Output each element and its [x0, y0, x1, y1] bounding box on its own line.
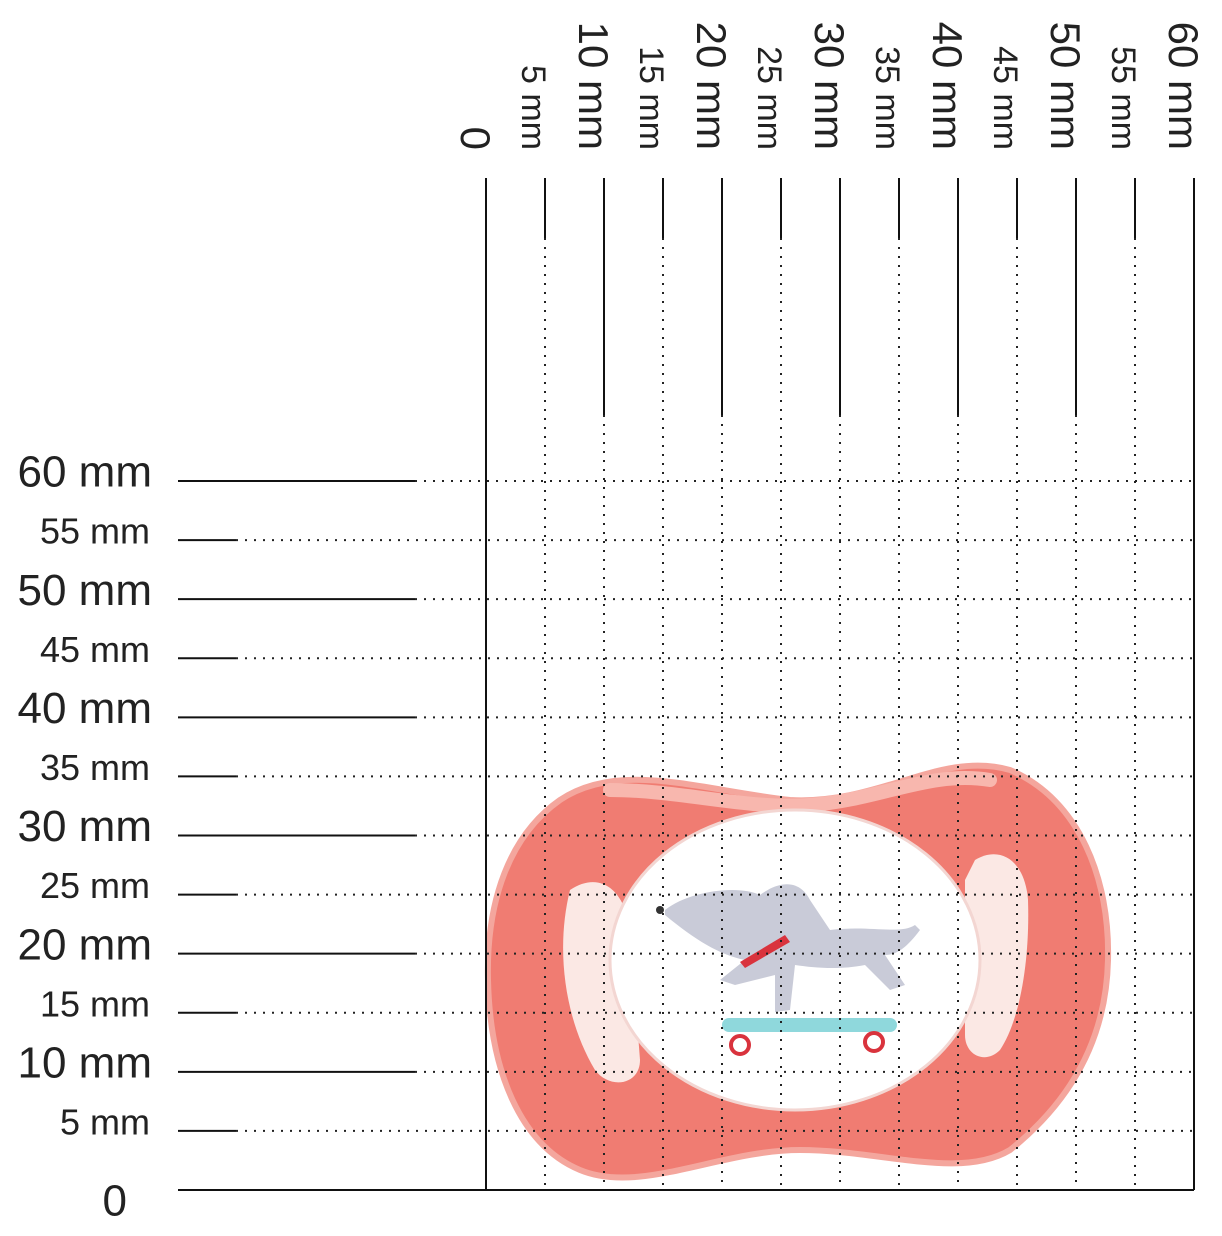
- x-ruler-label: 5 mm: [514, 65, 552, 150]
- x-ruler-label: 10 mm: [570, 22, 617, 150]
- y-ruler-label: 60 mm: [18, 448, 152, 497]
- y-ruler-label: 55 mm: [40, 511, 150, 552]
- y-ruler-label: 40 mm: [18, 684, 152, 733]
- x-ruler-label: 20 mm: [688, 22, 735, 150]
- x-ruler-label: 30 mm: [806, 22, 853, 150]
- rulers: 0 5 mm 10 mm 15 mm 20 mm 25 mm 30 mm 35 mm 40 mm…: [18, 22, 1207, 1226]
- x-ruler-label: 50 mm: [1042, 22, 1089, 150]
- y-ruler-label: 0: [103, 1177, 127, 1226]
- y-ruler-label: 30 mm: [18, 802, 152, 851]
- x-ruler-label: 35 mm: [868, 46, 906, 150]
- y-ruler-label: 35 mm: [40, 747, 150, 788]
- pacifier-photo: [484, 762, 1112, 1181]
- y-ruler-label: 50 mm: [18, 566, 152, 615]
- dog-illustration: [656, 884, 920, 1056]
- shield-highlight: [603, 770, 997, 813]
- x-ruler-label: 25 mm: [750, 46, 788, 150]
- x-ruler-label: 60 mm: [1160, 22, 1207, 150]
- x-ruler-label: 45 mm: [986, 46, 1024, 150]
- y-ruler-label: 5 mm: [60, 1101, 150, 1142]
- y-ruler-label: 10 mm: [18, 1038, 152, 1087]
- right-handle-hole: [965, 854, 1029, 1058]
- x-ruler-label: 55 mm: [1104, 46, 1142, 150]
- y-ruler-label: 15 mm: [40, 983, 150, 1024]
- x-ruler-label: 15 mm: [632, 46, 670, 150]
- y-ruler-label: 45 mm: [40, 629, 150, 670]
- y-ruler-label: 25 mm: [40, 865, 150, 906]
- x-ruler-label: 0: [452, 127, 499, 150]
- y-ruler-label: 20 mm: [18, 920, 152, 969]
- x-ruler-label: 40 mm: [924, 22, 971, 150]
